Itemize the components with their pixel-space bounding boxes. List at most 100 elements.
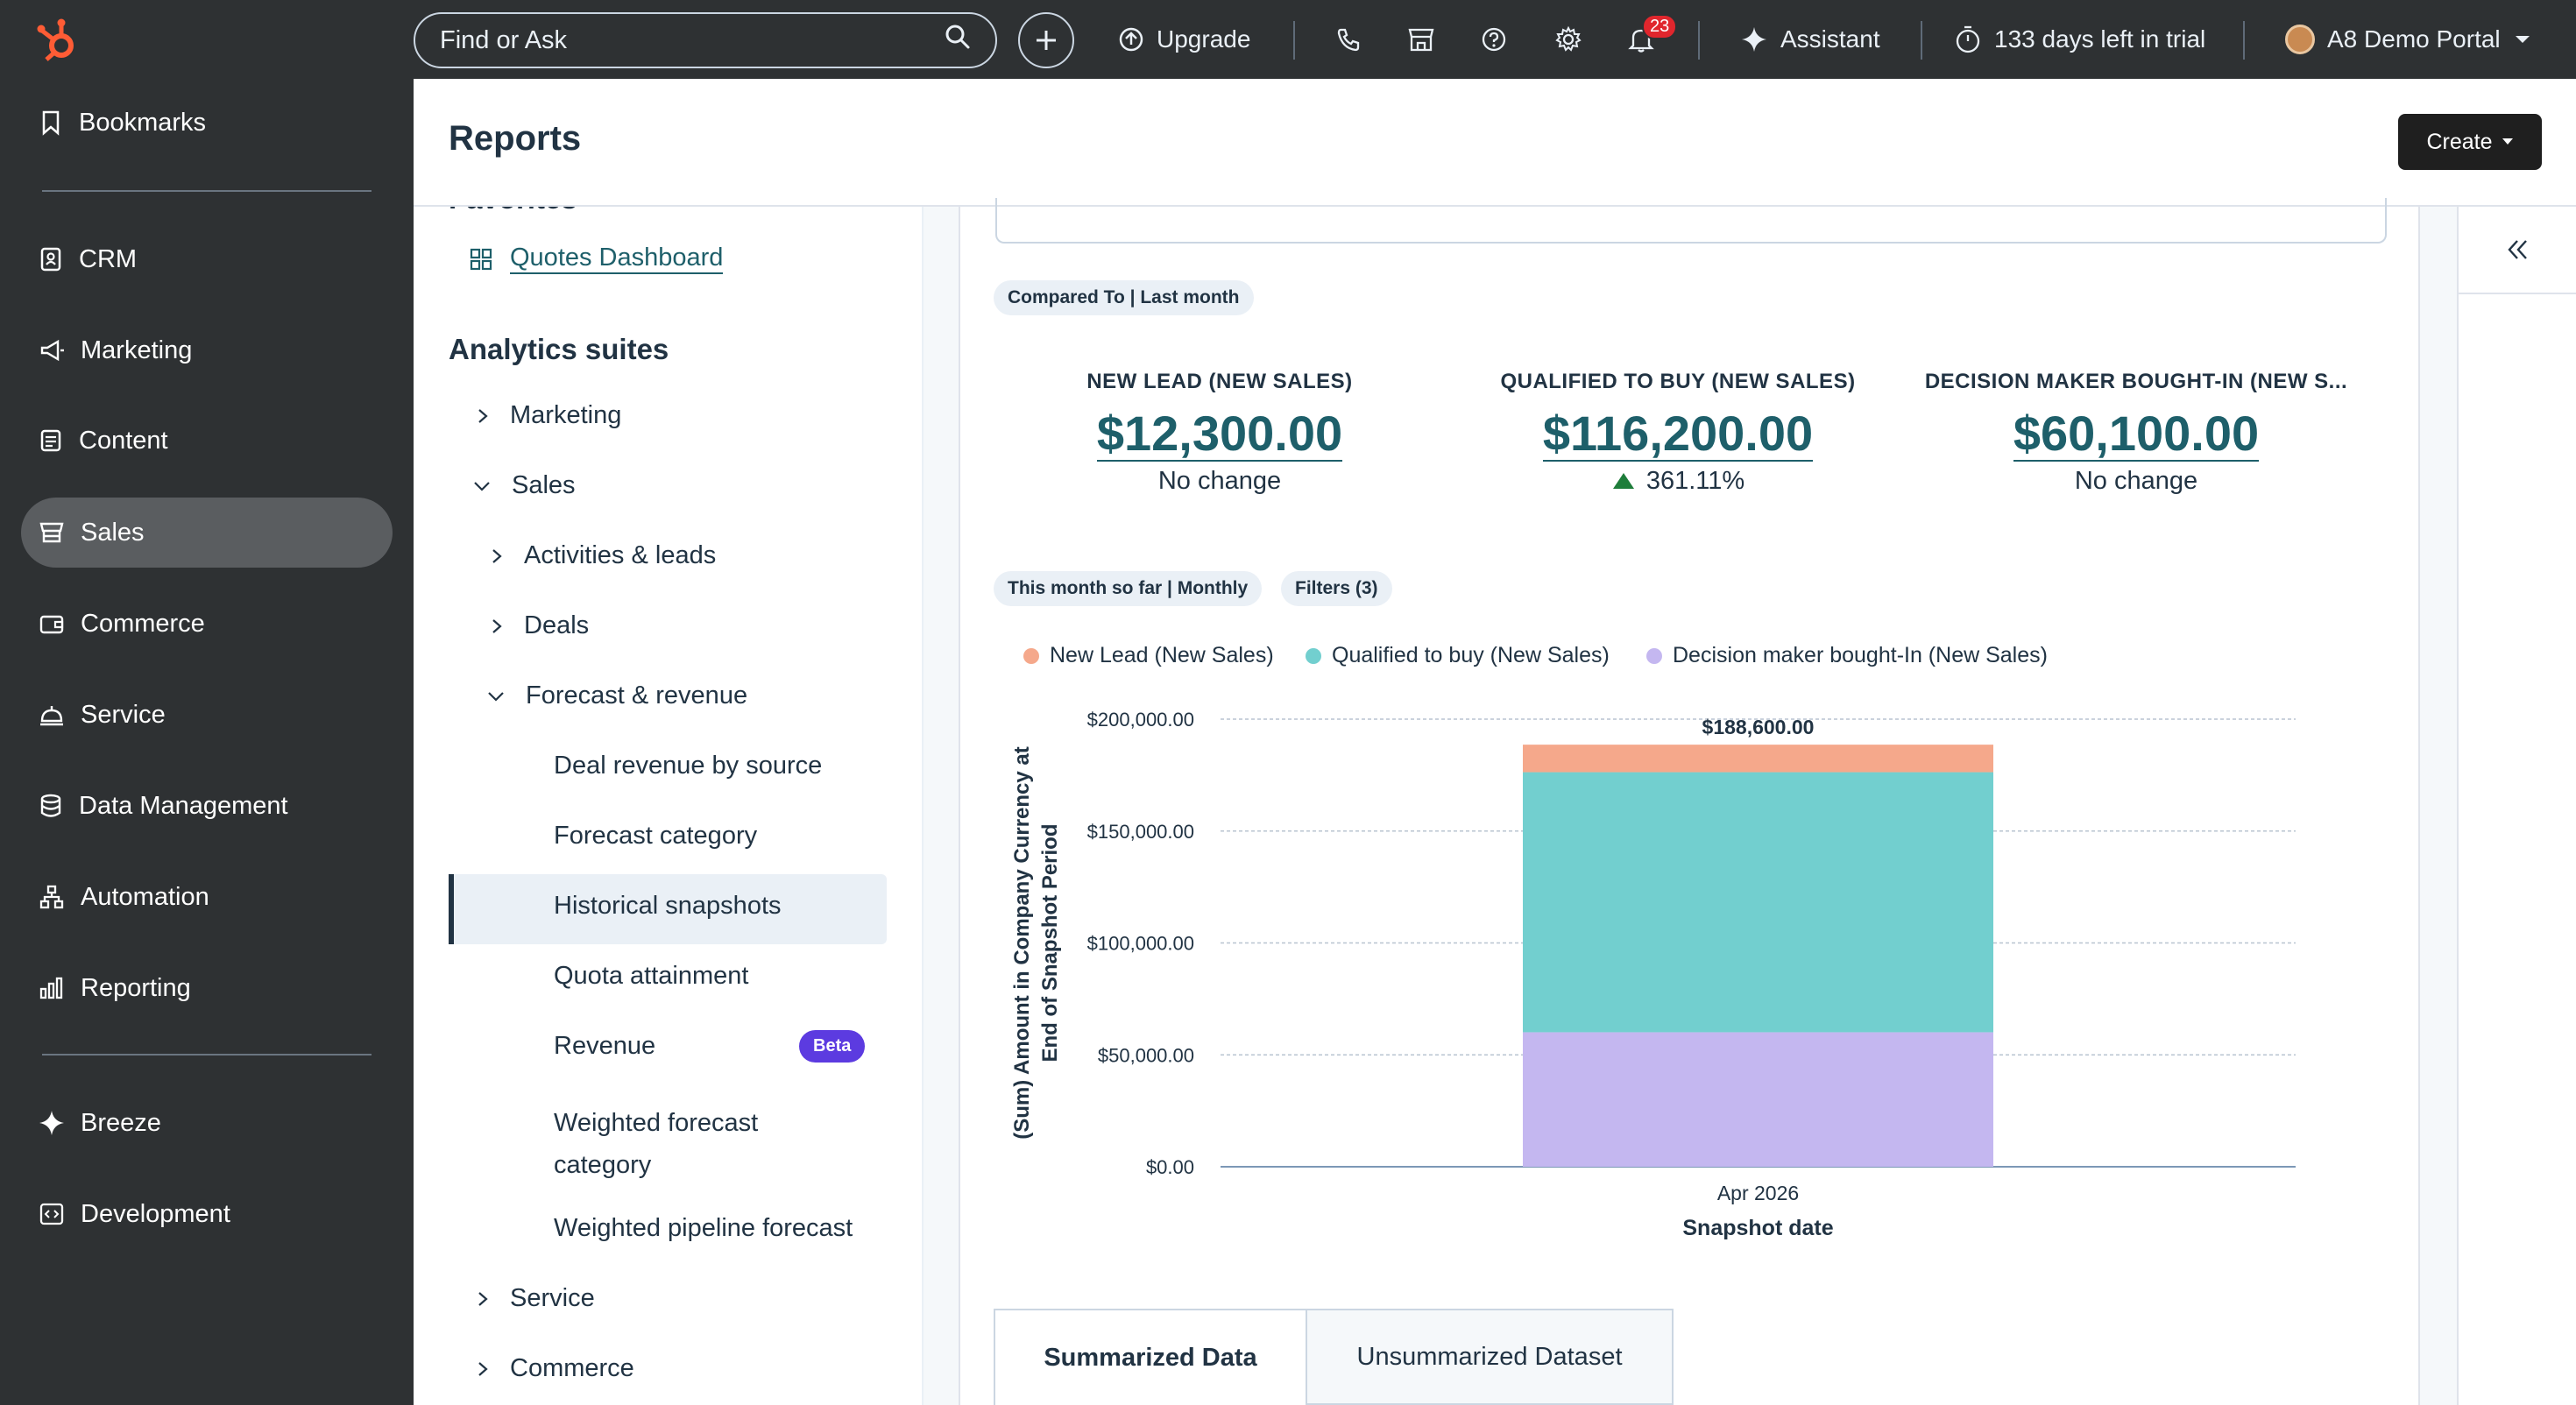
kpi-value[interactable]: $12,300.00 xyxy=(1096,406,1343,462)
sidebar-item-bookmarks[interactable]: Bookmarks xyxy=(21,88,393,158)
chevron-right-icon xyxy=(478,1361,488,1376)
compared-to-chip[interactable]: Compared To | Last month xyxy=(994,280,1254,315)
notifications-count-badge: 23 xyxy=(1642,14,1678,39)
sidebar-item-automation[interactable]: Automation xyxy=(21,862,393,932)
x-tick-label: Apr 2026 xyxy=(1717,1182,1799,1204)
tree-item-revenue[interactable]: Revenue xyxy=(554,1032,656,1060)
tree-item-historical-snapshots[interactable]: Historical snapshots xyxy=(449,874,887,944)
tree-item-label: Marketing xyxy=(510,401,622,429)
tree-item-label: Activities & leads xyxy=(524,541,717,569)
search-input[interactable]: Find or Ask xyxy=(414,12,997,68)
upgrade-button[interactable]: Upgrade xyxy=(1118,0,1250,79)
plus-icon xyxy=(1037,31,1056,50)
tree-item-weighted-forecast-category[interactable]: Weighted forecast category xyxy=(554,1102,758,1186)
y-axis-title-line-2: End of Snapshot Period xyxy=(1038,823,1062,1062)
sidebar-item-label: Marketing xyxy=(81,335,193,364)
tree-item-label-line-1: Weighted forecast xyxy=(554,1109,759,1137)
legend-item-qualified-to-buy[interactable]: Qualified to buy (New Sales) xyxy=(1306,643,1610,668)
date-range-chip[interactable]: This month so far | Monthly xyxy=(994,571,1263,606)
legend-item-new-lead[interactable]: New Lead (New Sales) xyxy=(1023,643,1274,668)
marketplace-button[interactable] xyxy=(1407,0,1435,79)
trial-status-button[interactable]: 133 days left in trial xyxy=(1954,0,2205,79)
legend-label: Decision maker bought-In (New Sales) xyxy=(1673,643,2048,667)
tree-item-label: Commerce xyxy=(510,1354,634,1382)
phone-icon xyxy=(1337,28,1360,52)
sidebar-item-label: Development xyxy=(81,1199,230,1228)
tree-item-deal-revenue-by-source[interactable]: Deal revenue by source xyxy=(554,752,823,780)
nav-divider xyxy=(1698,21,1700,60)
sidebar-item-crm[interactable]: CRM xyxy=(21,224,393,294)
top-navigation-bar: Find or Ask Upgrade 23 Assistant 133 day… xyxy=(0,0,2576,79)
help-button[interactable] xyxy=(1481,0,1507,79)
sidebar-item-label: Service xyxy=(81,700,166,729)
filters-chip[interactable]: Filters (3) xyxy=(1281,571,1392,606)
sidebar-item-data-management[interactable]: Data Management xyxy=(21,771,393,841)
kpi-value[interactable]: $116,200.00 xyxy=(1542,406,1814,462)
tree-item-forecast-revenue[interactable]: Forecast & revenue xyxy=(487,681,747,710)
favorite-quotes-dashboard[interactable]: Quotes Dashboard xyxy=(470,244,724,274)
sidebar-item-reporting[interactable]: Reporting xyxy=(21,953,393,1023)
sidebar-item-development[interactable]: Development xyxy=(21,1179,393,1249)
tree-item-service[interactable]: Service xyxy=(477,1284,595,1313)
tree-scrollbar[interactable] xyxy=(922,207,924,1405)
stacked-bar-chart: $0.00 $50,000.00 $100,000.00 $150,000.00 $20… xyxy=(1010,709,2296,1240)
active-indicator xyxy=(449,874,454,944)
y-axis-title-line-1: (Sum) Amount in Company Currency at xyxy=(1010,746,1034,1139)
sidebar-item-label: Breeze xyxy=(81,1108,161,1137)
tree-item-label: Forecast & revenue xyxy=(526,681,748,710)
sidebar-item-breeze[interactable]: Breeze xyxy=(21,1088,393,1158)
settings-button[interactable] xyxy=(1554,0,1582,79)
sidebar-divider xyxy=(42,190,372,192)
sidebar-item-marketing[interactable]: Marketing xyxy=(21,315,393,385)
legend-label: New Lead (New Sales) xyxy=(1050,643,1274,667)
analytics-nav-tree: Favorites Quotes Dashboard Analytics sui… xyxy=(414,207,922,1405)
crm-icon xyxy=(40,247,61,272)
x-axis-title: Snapshot date xyxy=(1682,1216,1833,1240)
chevron-right-icon xyxy=(492,618,502,633)
sidebar-item-service[interactable]: Service xyxy=(21,680,393,750)
tree-item-marketing[interactable]: Marketing xyxy=(477,401,621,430)
tree-item-sales[interactable]: Sales xyxy=(473,471,576,500)
tree-item-quota-attainment[interactable]: Quota attainment xyxy=(554,962,749,990)
upgrade-arrow-icon xyxy=(1119,27,1143,52)
calling-button[interactable] xyxy=(1335,0,1362,79)
sidebar-item-content[interactable]: Content xyxy=(21,406,393,476)
kpi-label: QUALIFIED TO BUY (NEW SALES) xyxy=(1500,370,1856,393)
tab-unsummarized-dataset[interactable]: Unsummarized Dataset xyxy=(1307,1309,1674,1405)
sidebar-item-commerce[interactable]: Commerce xyxy=(21,589,393,659)
wallet-icon xyxy=(39,615,64,634)
kpi-value[interactable]: $60,100.00 xyxy=(2013,406,2260,462)
portal-name: A8 Demo Portal xyxy=(2327,25,2501,53)
avatar xyxy=(2285,25,2315,54)
notifications-button[interactable] xyxy=(1628,0,1654,79)
create-button[interactable]: Create xyxy=(2398,114,2542,170)
legend-swatch xyxy=(1306,647,1321,664)
legend-item-decision-maker[interactable]: Decision maker bought-In (New Sales) xyxy=(1646,643,2048,668)
tree-item-label-line-2: category xyxy=(554,1151,652,1179)
assistant-button[interactable]: Assistant xyxy=(1740,0,1880,79)
sidebar-item-sales[interactable]: Sales xyxy=(21,498,393,568)
tree-item-deals[interactable]: Deals xyxy=(491,611,589,640)
sidebar-item-label: Sales xyxy=(81,518,145,547)
chevron-down-icon xyxy=(488,691,504,702)
tree-item-forecast-category[interactable]: Forecast category xyxy=(554,822,758,850)
help-icon xyxy=(1482,27,1506,52)
account-menu-button[interactable]: A8 Demo Portal xyxy=(2285,0,2532,79)
upgrade-label: Upgrade xyxy=(1157,25,1251,53)
tree-item-weighted-pipeline-forecast[interactable]: Weighted pipeline forecast xyxy=(554,1214,853,1242)
tab-summarized-data[interactable]: Summarized Data xyxy=(994,1309,1307,1405)
tree-item-activities-leads[interactable]: Activities & leads xyxy=(491,541,716,570)
sidebar-item-label: Content xyxy=(79,426,168,455)
kpi-change-text: 361.11% xyxy=(1645,466,1745,495)
kpi-change-text: No change xyxy=(1157,466,1282,495)
kpi-label: NEW LEAD (NEW SALES) xyxy=(1086,370,1353,393)
collapse-panel-button[interactable] xyxy=(2459,207,2576,294)
create-new-button[interactable] xyxy=(1018,12,1074,68)
tree-item-commerce[interactable]: Commerce xyxy=(477,1354,634,1383)
tree-item-label: Sales xyxy=(512,471,576,499)
previous-widget-bottom xyxy=(995,198,2387,244)
main-sidebar: Bookmarks CRM Marketing Content Sales Co… xyxy=(0,79,414,1405)
hubspot-logo[interactable] xyxy=(0,0,114,79)
search-icon[interactable] xyxy=(945,24,971,57)
caret-down-icon xyxy=(2515,36,2530,43)
